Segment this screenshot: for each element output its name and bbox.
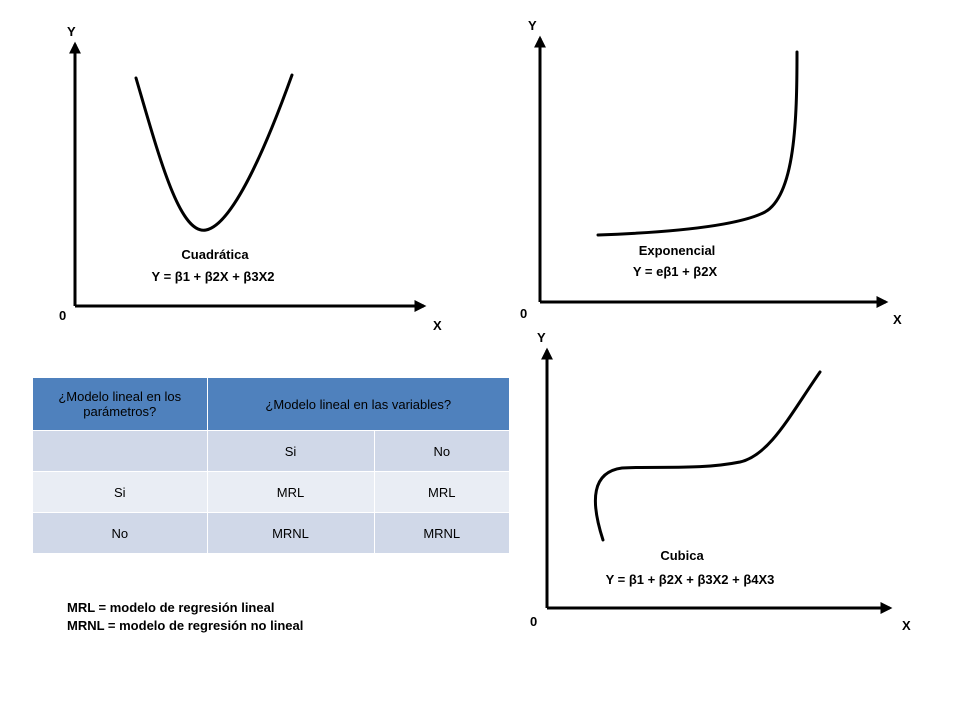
exponential-graph: Y X 0 Exponencial Y = eβ1 + β2X	[520, 18, 902, 327]
quadratic-x-label: X	[433, 318, 442, 333]
cubic-origin-label: 0	[530, 614, 537, 629]
cubic-equation: Y = β1 + β2X + β3X2 + β4X3	[606, 572, 775, 587]
table-cell: MRNL	[206, 512, 374, 553]
table-cell: Si	[33, 471, 207, 513]
table-cell: No	[373, 430, 509, 472]
quadratic-y-label: Y	[67, 24, 76, 39]
table-cell: MRL	[373, 471, 509, 513]
cubic-curve	[593, 370, 822, 542]
cubic-x-label: X	[902, 618, 911, 633]
model-table: ¿Modelo lineal en los parámetros? ¿Model…	[33, 378, 509, 553]
exponential-curve	[596, 50, 799, 237]
table-cell: MRL	[206, 471, 374, 513]
exponential-y-label: Y	[528, 18, 537, 33]
exponential-x-label: X	[893, 312, 902, 327]
table-row: No MRNL MRNL	[33, 512, 509, 553]
quadratic-curve	[134, 73, 294, 232]
table-cell: No	[33, 512, 207, 553]
table-cell: MRNL	[373, 512, 509, 553]
exponential-origin-label: 0	[520, 306, 527, 321]
exponential-equation: Y = eβ1 + β2X	[633, 264, 718, 279]
legend-mrl: MRL = modelo de regresión lineal	[67, 600, 275, 615]
cubic-y-label: Y	[537, 330, 546, 345]
exponential-name: Exponencial	[639, 243, 716, 258]
table-header-row: ¿Modelo lineal en los parámetros? ¿Model…	[33, 378, 509, 431]
table-cell: Si	[206, 430, 374, 472]
quadratic-graph: Y X 0 Cuadrática Y = β1 + β2X + β3X2	[59, 24, 442, 333]
cubic-name: Cubica	[660, 548, 704, 563]
cubic-graph: Y X 0 Cubica Y = β1 + β2X + β3X2 + β4X3	[530, 330, 911, 633]
table-row: Si No	[33, 430, 509, 472]
quadratic-origin-label: 0	[59, 308, 66, 323]
table-row: Si MRL MRL	[33, 471, 509, 513]
header-linear-vars: ¿Modelo lineal en las variables?	[206, 378, 509, 431]
quadratic-equation: Y = β1 + β2X + β3X2	[152, 269, 275, 284]
header-linear-params: ¿Modelo lineal en los parámetros?	[33, 378, 207, 431]
table-cell	[33, 430, 207, 472]
quadratic-name: Cuadrática	[181, 247, 249, 262]
legend-mrnl: MRNL = modelo de regresión no lineal	[67, 618, 304, 633]
